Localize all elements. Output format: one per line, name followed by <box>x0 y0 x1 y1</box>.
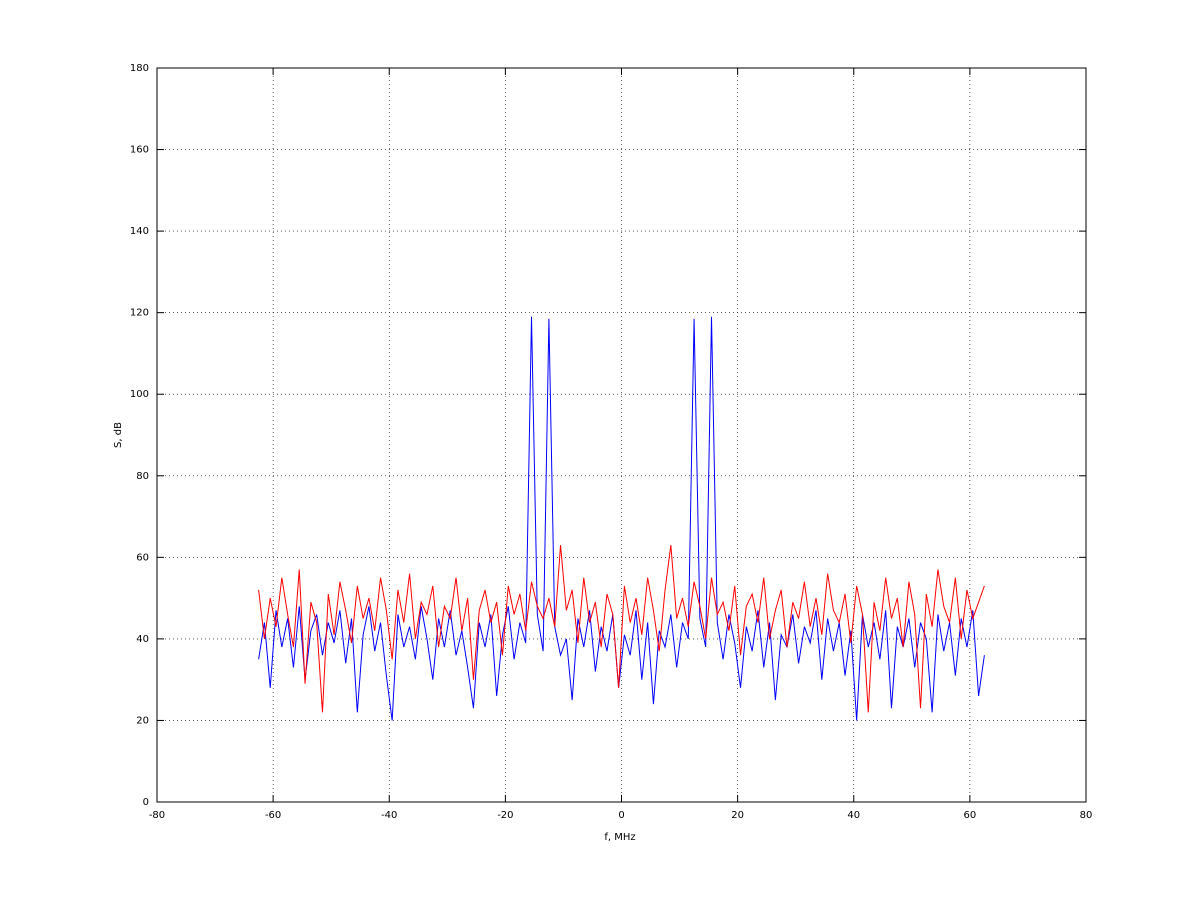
y-tick-label: 100 <box>130 389 149 400</box>
x-tick-label: 80 <box>1080 810 1093 821</box>
y-tick-label: 180 <box>130 63 149 74</box>
y-tick-label: 0 <box>143 797 149 808</box>
x-tick-label: 60 <box>964 810 977 821</box>
x-tick-label: -60 <box>265 810 281 821</box>
x-tick-label: 0 <box>618 810 624 821</box>
plot-frame <box>156 67 1087 803</box>
y-tick-label: 20 <box>136 715 149 726</box>
y-tick-label: 60 <box>136 552 149 563</box>
y-tick-label: 80 <box>136 471 149 482</box>
series-line <box>258 545 985 713</box>
x-tick-label: -40 <box>381 810 397 821</box>
x-tick-label: 40 <box>847 810 860 821</box>
y-tick-label: 40 <box>136 634 149 645</box>
x-tick-label: 20 <box>731 810 744 821</box>
y-tick-label: 140 <box>130 226 149 237</box>
x-axis-label: f, MHz <box>604 832 635 843</box>
x-tick-label: -80 <box>149 810 165 821</box>
y-axis-label: S, dB <box>113 422 124 448</box>
y-tick-label: 120 <box>130 308 149 319</box>
series-line <box>258 316 985 721</box>
x-tick-label: -20 <box>497 810 513 821</box>
y-tick-label: 160 <box>130 145 149 156</box>
